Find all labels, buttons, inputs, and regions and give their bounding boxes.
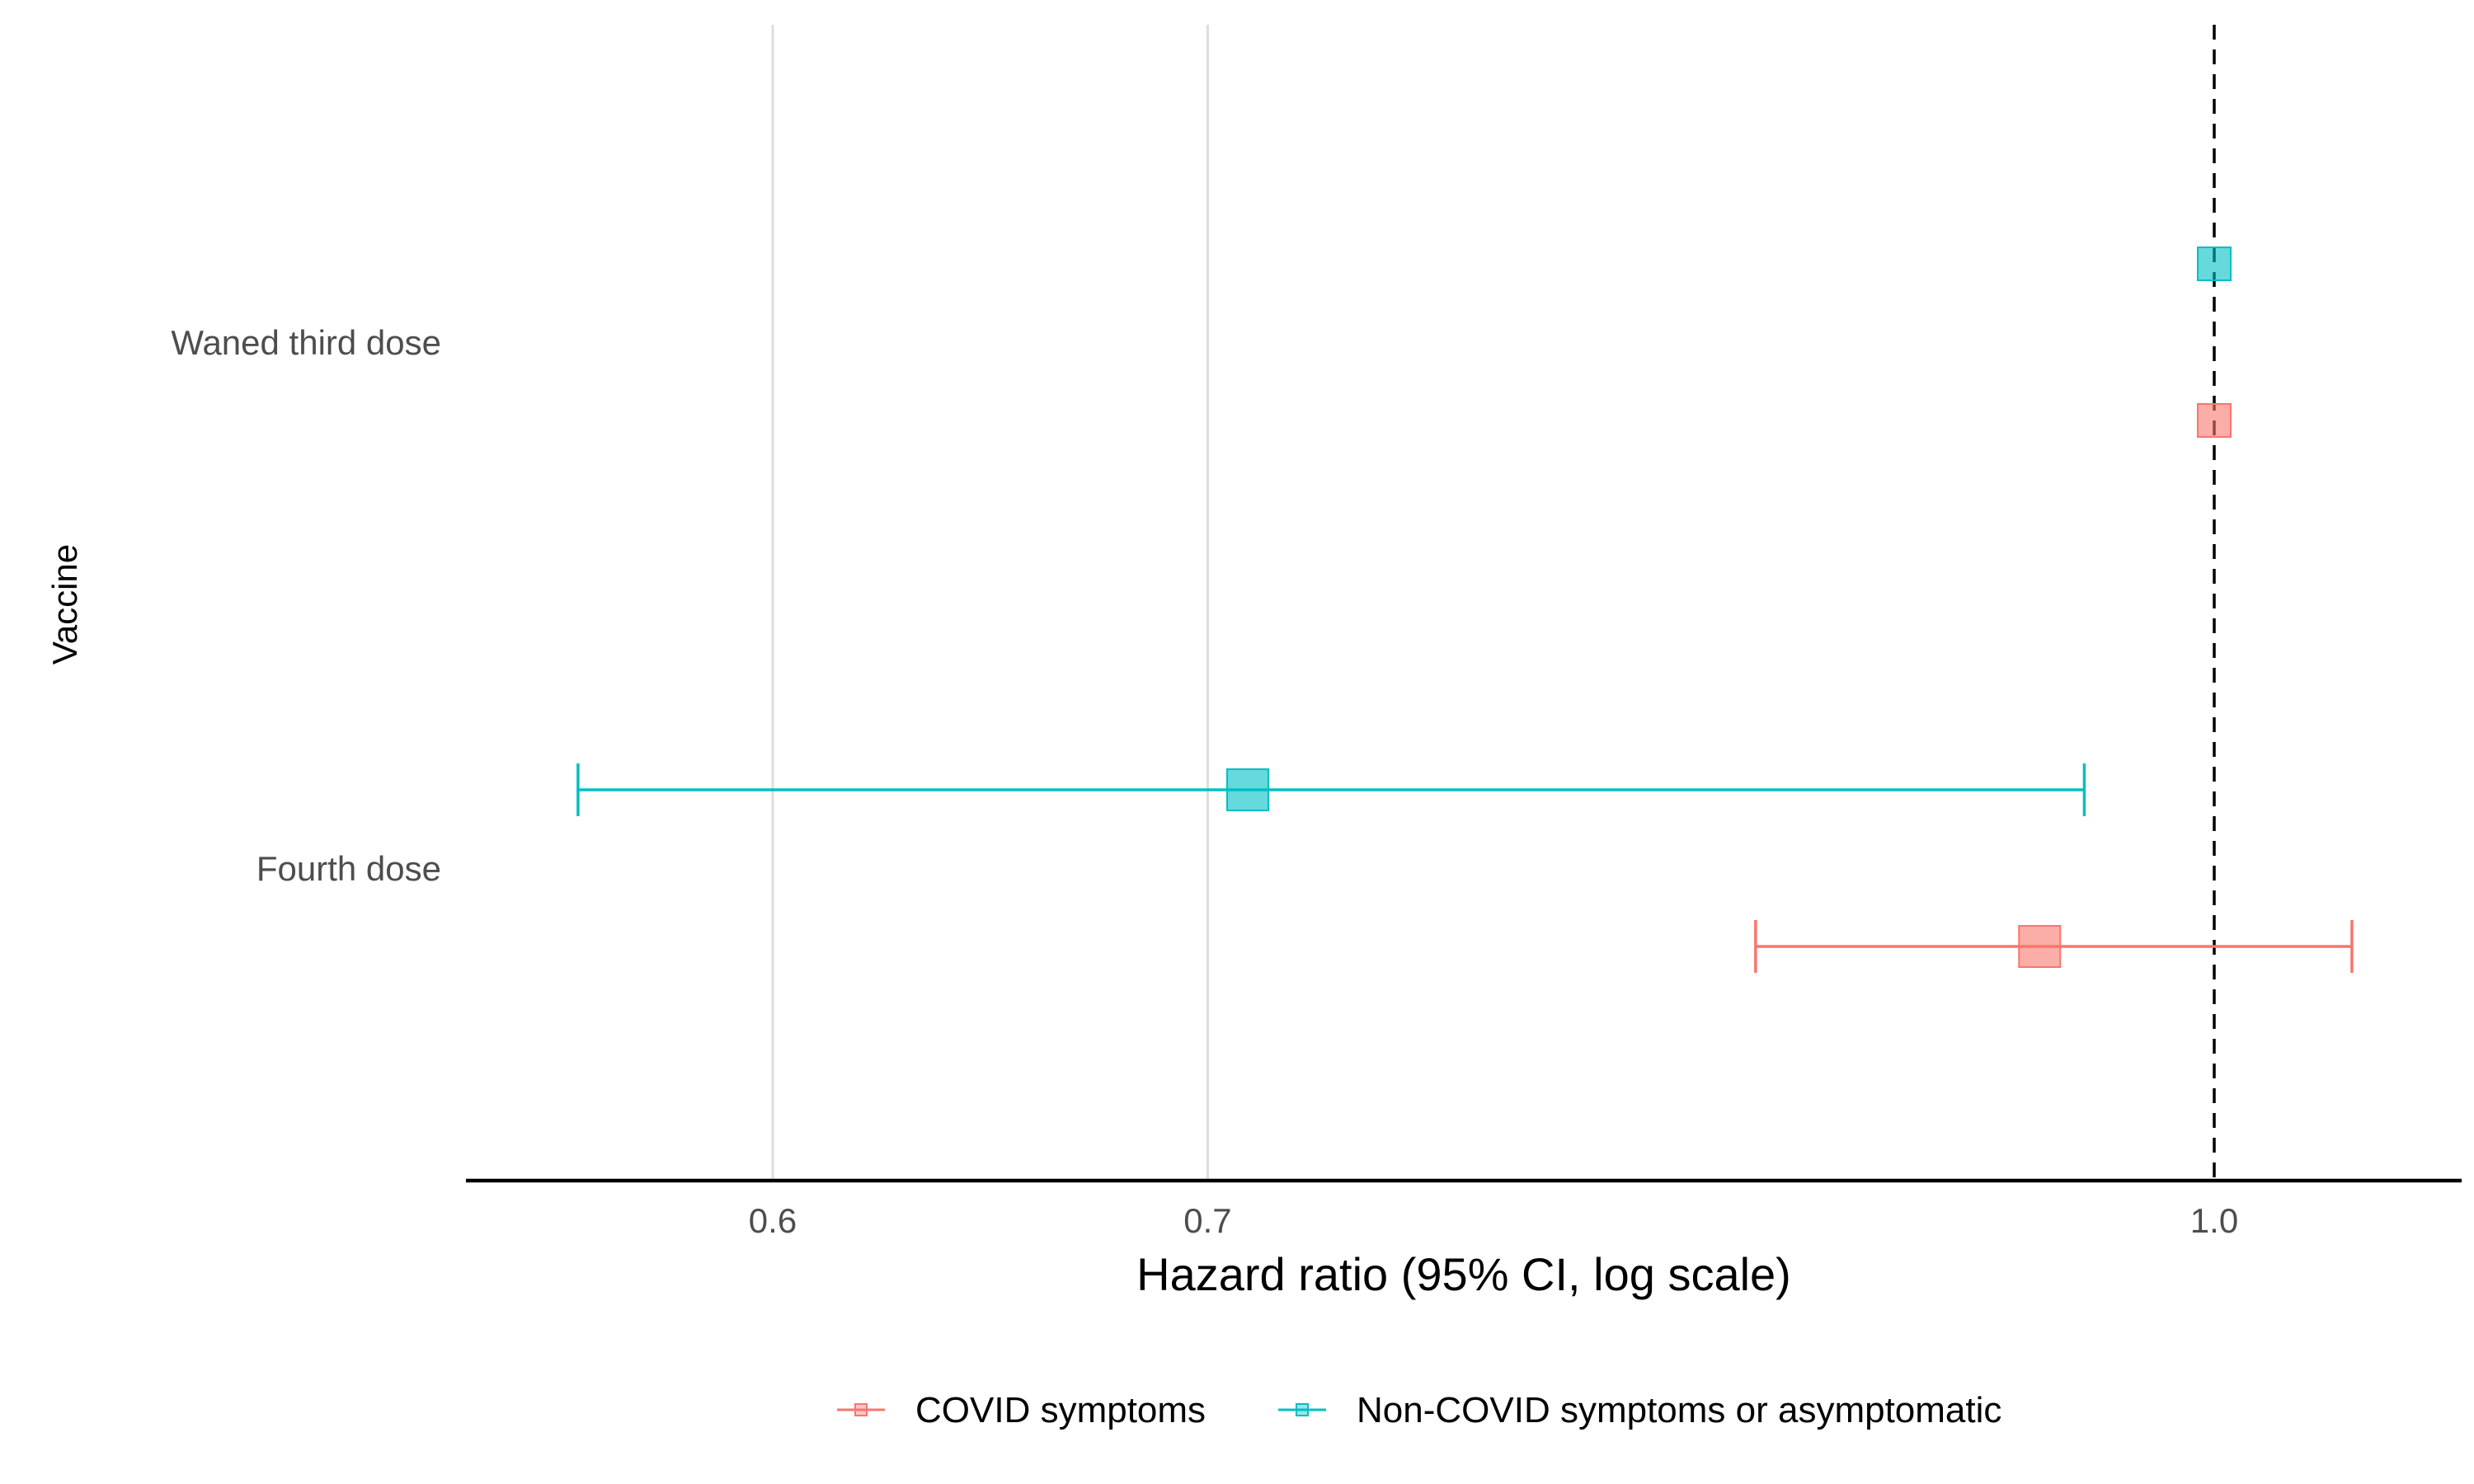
y-axis-title: Vaccine	[45, 544, 84, 665]
legend-label: Non-COVID symptoms or asymptomatic	[1357, 1390, 2001, 1430]
axes: Waned third dose Fourth dose 0.6 0.7 1.0	[171, 323, 2462, 1240]
point-estimate	[2018, 925, 2062, 968]
x-axis-title: Hazard ratio (95% CI, log scale)	[1136, 1248, 1791, 1300]
legend-key-square	[1296, 1403, 1309, 1416]
point-estimate	[2197, 403, 2232, 438]
legend: COVID symptoms Non-COVID symptoms or asym…	[837, 1390, 2001, 1430]
x-tick-label: 1.0	[2190, 1201, 2238, 1240]
y-tick-label: Waned third dose	[171, 323, 441, 362]
legend-item: COVID symptoms	[837, 1390, 1206, 1430]
legend-key-square	[854, 1403, 868, 1416]
legend-item: Non-COVID symptoms or asymptomatic	[1278, 1390, 2001, 1430]
grid-lines	[771, 25, 2216, 1181]
y-tick-label: Fourth dose	[256, 849, 441, 888]
x-tick-label: 0.6	[749, 1201, 797, 1240]
point-estimate	[2197, 247, 2232, 281]
data-marks	[576, 247, 2354, 973]
x-tick-label: 0.7	[1183, 1201, 1231, 1240]
legend-label: COVID symptoms	[915, 1390, 1206, 1430]
point-estimate	[1226, 768, 1270, 811]
